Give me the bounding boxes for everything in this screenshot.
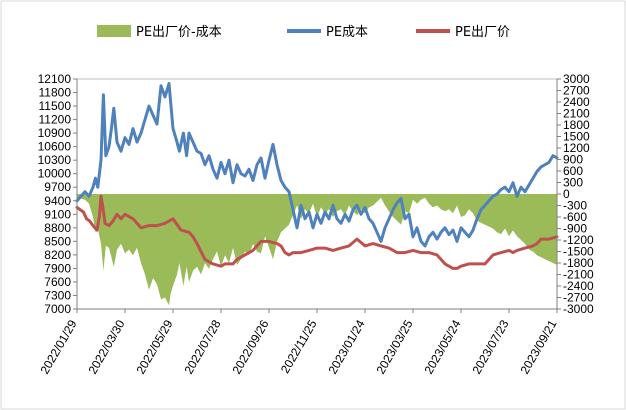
right-tick-label: 1500 [563,130,590,144]
right-tick-label: 2700 [563,84,590,98]
left-tick-label: 8500 [44,234,71,248]
right-tick-label: -900 [563,222,587,236]
right-tick-label: 1200 [563,141,590,155]
left-tick-label: 8200 [44,248,71,262]
right-axis-ticks: -3000-2700-2400-2100-1800-1500-1200-900-… [557,72,594,316]
right-tick-label: -1800 [563,256,594,270]
right-tick-label: 300 [563,176,583,190]
right-tick-label: -2400 [563,279,594,293]
right-tick-label: -300 [563,199,587,213]
left-tick-label: 8800 [44,221,71,235]
left-tick-label: 10900 [38,126,72,140]
legend-label-cost: PE成本 [326,25,368,40]
left-tick-label: 7300 [44,288,71,302]
left-tick-label: 7000 [44,302,71,316]
left-tick-label: 7600 [44,275,71,289]
line-layer [75,82,559,270]
right-tick-label: 3000 [563,72,590,86]
series-price-line [75,194,559,270]
right-tick-label: -1500 [563,245,594,259]
right-tick-label: -600 [563,210,587,224]
left-axis-ticks: 7000730076007900820085008800910094009700… [38,72,77,316]
legend-label-price: PE出厂价 [455,25,510,40]
right-tick-label: -2700 [563,291,594,305]
left-tick-label: 9700 [44,180,71,194]
left-tick-label: 11800 [39,86,72,100]
right-tick-label: 0 [563,187,570,201]
right-tick-label: -2100 [563,268,594,282]
right-tick-label: 900 [563,153,583,167]
right-tick-label: 2400 [563,95,590,109]
right-tick-label: 1800 [563,118,590,132]
left-tick-label: 10000 [38,167,72,181]
left-tick-label: 11200 [39,113,72,127]
right-tick-label: -3000 [563,302,594,316]
series-cost-line [75,82,559,248]
left-tick-label: 10300 [38,153,72,167]
left-tick-label: 7900 [44,261,71,275]
left-tick-label: 12100 [38,72,72,86]
legend-swatch-spread [97,25,131,37]
series-spread-area [77,194,557,306]
right-tick-label: 2100 [563,107,590,121]
left-tick-label: 11500 [39,99,72,113]
spread-area-layer [77,194,557,306]
legend-label-spread: PE出厂价-成本 [136,25,222,40]
right-tick-label: 600 [563,164,583,178]
left-tick-label: 9100 [44,207,71,221]
right-tick-label: -1200 [563,233,594,247]
legend: PE出厂价-成本 PE成本 PE出厂价 [97,25,510,40]
left-tick-label: 10600 [38,140,72,154]
left-tick-label: 9400 [44,194,71,208]
